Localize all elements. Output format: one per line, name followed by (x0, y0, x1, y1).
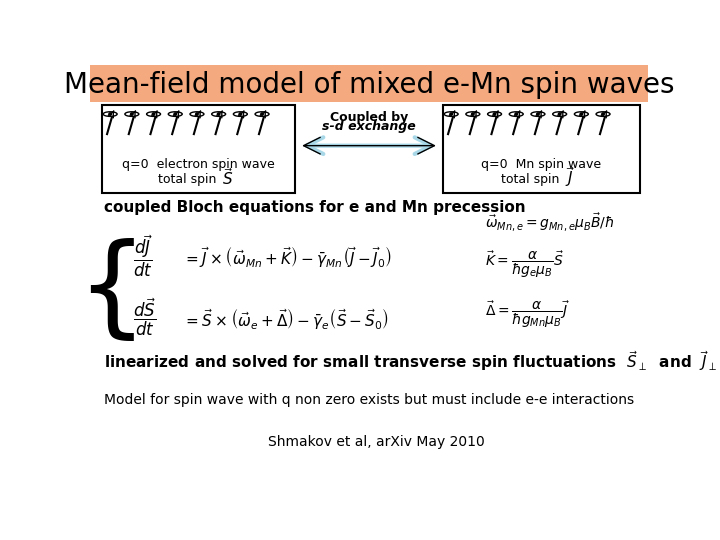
Text: $\vec{K} = \dfrac{\alpha}{\hbar g_e \mu_B}\vec{S}$: $\vec{K} = \dfrac{\alpha}{\hbar g_e \mu_… (485, 250, 564, 280)
Text: Coupled by: Coupled by (330, 111, 408, 124)
Text: total spin: total spin (158, 173, 216, 186)
Circle shape (174, 112, 177, 116)
Circle shape (558, 112, 562, 116)
Ellipse shape (596, 112, 610, 117)
Circle shape (195, 112, 199, 116)
Ellipse shape (147, 112, 161, 117)
Ellipse shape (125, 112, 139, 117)
Text: $\vec{\Delta} = \dfrac{\alpha}{\hbar g_{Mn}\mu_B}\vec{J}$: $\vec{\Delta} = \dfrac{\alpha}{\hbar g_{… (485, 300, 570, 330)
Text: $\vec{S}$: $\vec{S}$ (222, 167, 233, 188)
Circle shape (238, 112, 243, 116)
Text: linearized and solved for small transverse spin fluctuations  $\vec{S}_{\perp}$ : linearized and solved for small transver… (104, 349, 717, 373)
Text: $\{$: $\{$ (76, 239, 135, 346)
Bar (102, 105, 295, 193)
Text: $\vec{\omega}_{Mn,e} = g_{Mn,e}\mu_B\vec{B}/\hbar$: $\vec{\omega}_{Mn,e} = g_{Mn,e}\mu_B\vec… (485, 212, 615, 233)
Ellipse shape (466, 112, 480, 117)
Text: $= \vec{S} \times \left(\vec{\omega}_e + \vec{\Delta}\right)- \bar{\gamma}_e\lef: $= \vec{S} \times \left(\vec{\omega}_e +… (183, 306, 389, 332)
Text: q=0  Mn spin wave: q=0 Mn spin wave (482, 158, 601, 171)
Text: q=0  electron spin wave: q=0 electron spin wave (122, 158, 275, 171)
Text: total spin: total spin (500, 173, 559, 186)
Text: coupled Bloch equations for e and Mn precession: coupled Bloch equations for e and Mn pre… (104, 200, 526, 215)
Ellipse shape (255, 112, 269, 117)
Bar (90, 65, 648, 102)
Circle shape (130, 112, 134, 116)
Text: s-d exchange: s-d exchange (322, 120, 416, 133)
Ellipse shape (553, 112, 567, 117)
Ellipse shape (575, 112, 588, 117)
FancyArrowPatch shape (307, 137, 431, 154)
Ellipse shape (487, 112, 502, 117)
Ellipse shape (233, 112, 248, 117)
Ellipse shape (190, 112, 204, 117)
Circle shape (260, 112, 264, 116)
Circle shape (152, 112, 156, 116)
Circle shape (601, 112, 605, 116)
Text: $\vec{J}$: $\vec{J}$ (564, 165, 575, 189)
Ellipse shape (103, 112, 117, 117)
Text: $\dfrac{d\vec{J}}{dt}$: $\dfrac{d\vec{J}}{dt}$ (132, 233, 153, 279)
Bar (443, 105, 640, 193)
Ellipse shape (509, 112, 523, 117)
Ellipse shape (212, 112, 225, 117)
Circle shape (449, 112, 453, 116)
Circle shape (108, 112, 112, 116)
Text: $\dfrac{d\vec{S}}{dt}$: $\dfrac{d\vec{S}}{dt}$ (132, 296, 156, 338)
Text: Shmakov et al, arXiv May 2010: Shmakov et al, arXiv May 2010 (269, 435, 485, 449)
Text: Model for spin wave with q non zero exists but must include e-e interactions: Model for spin wave with q non zero exis… (104, 393, 634, 407)
Circle shape (580, 112, 583, 116)
Text: $= \vec{J} \times \left(\vec{\omega}_{Mn} + \vec{K}\right)- \bar{\gamma}_{Mn}\le: $= \vec{J} \times \left(\vec{\omega}_{Mn… (183, 245, 392, 270)
Ellipse shape (531, 112, 545, 117)
Circle shape (492, 112, 497, 116)
Circle shape (536, 112, 540, 116)
Circle shape (217, 112, 220, 116)
Ellipse shape (168, 112, 182, 117)
Circle shape (514, 112, 518, 116)
Ellipse shape (444, 112, 458, 117)
Circle shape (471, 112, 474, 116)
Text: Mean-field model of mixed e-Mn spin waves: Mean-field model of mixed e-Mn spin wave… (64, 71, 674, 99)
FancyArrowPatch shape (304, 137, 434, 154)
